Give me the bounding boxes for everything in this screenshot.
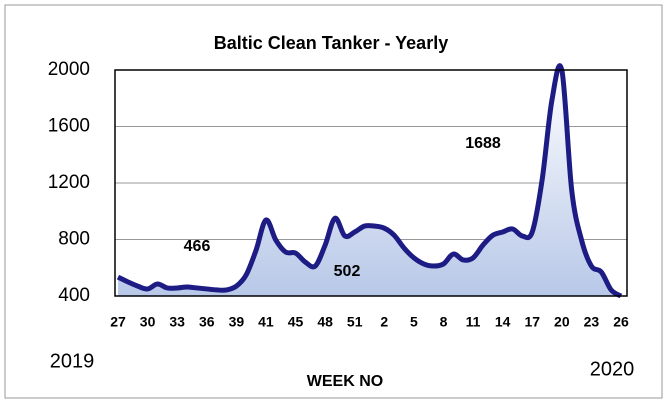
- plot-border: [114, 69, 628, 297]
- x-axis-label: WEEK NO: [307, 373, 383, 390]
- x-tick-label: 36: [199, 314, 215, 330]
- year-label: 2019: [50, 350, 95, 372]
- year-label: 2020: [590, 358, 635, 380]
- y-tick-label: 2000: [48, 59, 90, 80]
- x-tick-label: 17: [524, 314, 540, 330]
- x-tick-label: 39: [229, 314, 245, 330]
- x-tick-label: 8: [440, 314, 448, 330]
- y-tick-label: 400: [58, 285, 90, 306]
- outer-border: [4, 4, 663, 399]
- x-tick-label: 30: [140, 314, 156, 330]
- annotation: 1688: [465, 135, 501, 152]
- y-tick-label: 1200: [48, 172, 90, 193]
- line: [116, 63, 623, 299]
- x-tick-label: 48: [317, 314, 333, 330]
- x-tick-label: 51: [347, 314, 363, 330]
- x-tick-label: 33: [169, 314, 185, 330]
- x-tick-label: 26: [613, 314, 629, 330]
- x-tick-label: 45: [288, 314, 304, 330]
- y-tick-label: 1600: [48, 116, 90, 137]
- chart-title: Baltic Clean Tanker - Yearly: [214, 33, 448, 53]
- x-tick-label: 20: [554, 314, 570, 330]
- annotation: 502: [334, 263, 361, 280]
- x-tick-label: 11: [466, 314, 481, 330]
- x-tick-label: 27: [110, 314, 126, 330]
- x-tick-label: 41: [258, 314, 274, 330]
- x-tick-label: 2: [380, 314, 388, 330]
- area-fill: [118, 65, 621, 296]
- annotation: 466: [184, 238, 211, 255]
- x-tick-label: 23: [584, 314, 600, 330]
- x-tick-label: 5: [410, 314, 418, 330]
- x-tick-label: 14: [495, 314, 511, 330]
- y-tick-label: 800: [58, 229, 90, 250]
